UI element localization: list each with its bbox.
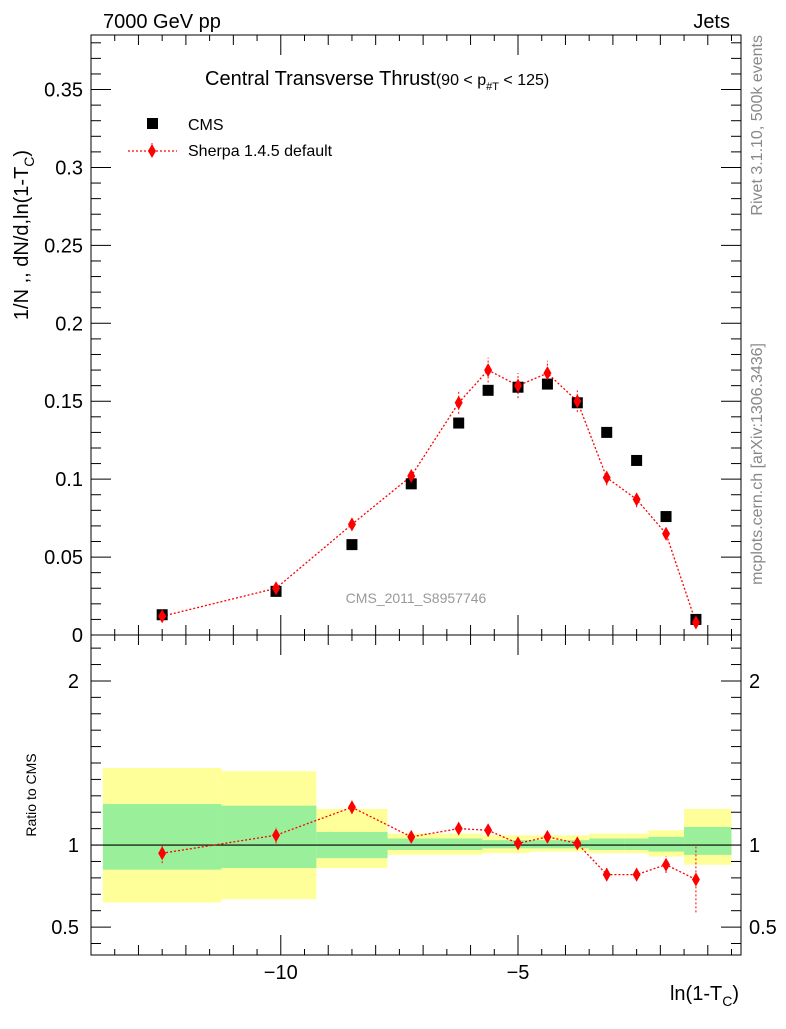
main-y-tick-label: 0.2	[55, 313, 83, 335]
y-axis-label-main-sub: C	[21, 157, 37, 167]
sherpa-point	[632, 492, 641, 507]
sherpa-point	[454, 395, 463, 410]
ratio-band-inner	[529, 840, 566, 849]
ratio-ticks: 0.5 0.5 1 1 2 2 −10 −5	[51, 635, 777, 984]
main-y-tick-label: 0.1	[55, 469, 83, 491]
main-plot-area	[156, 357, 702, 630]
ratio-sherpa-point	[272, 828, 281, 843]
header-right: Jets	[693, 11, 730, 33]
ratio-y-tick-label: 0.5	[51, 917, 79, 939]
ratio-sherpa-point	[602, 867, 611, 882]
cms-point	[541, 378, 553, 390]
ratio-band-inner	[434, 838, 483, 850]
ratio-band-inner	[648, 836, 685, 852]
plot-title: Central Transverse Thrust(90 < p#T < 125…	[205, 68, 549, 93]
sherpa-point	[407, 469, 416, 484]
y-axis-label-main-close: )	[11, 150, 33, 157]
sherpa-point	[514, 378, 523, 393]
ratio-band-inner	[482, 840, 530, 849]
cms-point	[601, 426, 613, 438]
plot-title-cut-prefix: (90 < p	[436, 72, 486, 89]
cms-point	[405, 478, 417, 490]
sherpa-point	[347, 517, 356, 532]
x-axis-label-sub: C	[722, 993, 732, 1009]
x-tick-label: −10	[264, 962, 298, 984]
cms-point	[660, 511, 672, 523]
ratio-sherpa-point	[407, 829, 416, 844]
sherpa-point	[573, 394, 582, 409]
ratio-band-inner	[684, 827, 732, 855]
x-axis-label-close: )	[732, 983, 739, 1005]
sherpa-point	[158, 609, 167, 624]
legend-sherpa-label: Sherpa 1.4.5 default	[188, 143, 333, 160]
sherpa-point	[272, 581, 281, 596]
y-axis-label-ratio: Ratio to CMS	[23, 753, 39, 836]
ratio-frame	[90, 634, 742, 956]
main-y-tick-label: 0.25	[44, 235, 83, 257]
sherpa-point	[691, 615, 700, 630]
sherpa-point	[662, 526, 671, 541]
main-y-tick-label: 0.3	[55, 157, 83, 179]
ratio-sherpa-point	[632, 867, 641, 882]
side-label-mcplots: mcplots.cern.ch [arXiv:1306.3436]	[749, 343, 766, 585]
ratio-sherpa-point	[347, 800, 356, 815]
main-panel: 0 0.05 0.1 0.15 0.2 0.25 0.3 0.35 Central Trans…	[44, 34, 742, 647]
y-axis-label-main-text: 1/N ,, dN/d,ln(1-T	[11, 167, 33, 320]
y-axis-label-main: 1/N ,, dN/d,ln(1-TC)	[11, 150, 37, 320]
ratio-sherpa-point	[691, 872, 700, 887]
ratio-panel: 0.5 0.5 1 1 2 2 −10 −5	[51, 634, 777, 984]
sherpa-point	[484, 363, 493, 378]
ratio-band-inner	[589, 838, 625, 850]
cms-point	[631, 454, 643, 466]
sherpa-point	[602, 470, 611, 485]
ratio-sherpa-point	[543, 829, 552, 844]
main-ticks: 0 0.05 0.1 0.15 0.2 0.25 0.3 0.35	[44, 35, 741, 647]
ratio-band-inner	[387, 838, 435, 850]
x-axis-label: ln(1-TC)	[670, 983, 739, 1009]
ratio-y-tick-label-right: 2	[749, 671, 760, 693]
legend-cms-label: CMS	[188, 117, 224, 134]
main-y-tick-label: 0.05	[44, 547, 83, 569]
main-y-tick-label: 0.35	[44, 80, 83, 102]
side-label-rivet: Rivet 3.1.10, 500k events	[749, 35, 766, 216]
ratio-band-inner	[624, 838, 649, 850]
main-y-tick-label: 0.15	[44, 391, 83, 413]
plot-title-cut-suffix: < 125)	[499, 72, 549, 89]
ratio-y-tick-label-right: 0.5	[749, 917, 777, 939]
ratio-sherpa-point	[484, 823, 493, 838]
x-tick-label: −5	[507, 962, 530, 984]
sherpa-point	[543, 366, 552, 381]
ratio-sherpa-point	[514, 836, 523, 851]
legend-sherpa-marker	[148, 144, 156, 158]
x-axis-label-text: ln(1-T	[670, 983, 722, 1005]
ratio-sherpa-point	[662, 857, 671, 872]
ratio-sherpa-point	[158, 846, 167, 861]
sherpa-line	[162, 369, 697, 623]
ratio-y-tick-label-right: 1	[749, 835, 760, 857]
plot-title-main: Central Transverse Thrust	[205, 68, 436, 90]
ratio-sherpa-point	[454, 821, 463, 836]
ratio-plot-area	[91, 767, 741, 913]
ratio-sherpa-point	[573, 836, 582, 851]
ratio-y-tick-label: 1	[68, 835, 79, 857]
cms-point	[482, 384, 494, 396]
legend: CMS Sherpa 1.4.5 default	[128, 117, 333, 160]
ratio-y-tick-label: 2	[68, 671, 79, 693]
main-y-tick-label: 0	[72, 625, 83, 647]
cms-point	[346, 539, 358, 551]
plot-title-cut-sub: #T	[486, 81, 499, 93]
legend-cms-marker	[147, 118, 158, 129]
header-left: 7000 GeV pp	[103, 11, 221, 33]
cms-point	[453, 417, 465, 429]
watermark: CMS_2011_S8957746	[346, 590, 487, 606]
